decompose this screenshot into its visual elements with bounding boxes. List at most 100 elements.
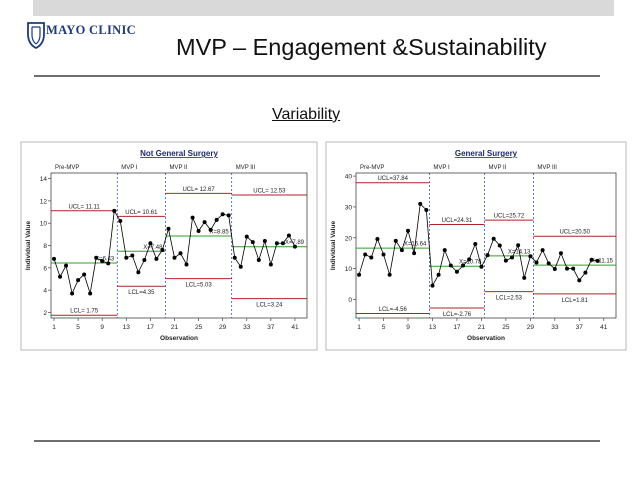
data-point xyxy=(357,272,362,277)
data-point xyxy=(454,269,459,274)
data-point xyxy=(412,251,417,256)
phase-label: Pre-MVP xyxy=(55,165,79,171)
lcl-label: LCL= 1.75 xyxy=(70,309,99,315)
data-point xyxy=(571,266,576,271)
y-tick-label: 6 xyxy=(43,265,47,272)
data-point xyxy=(136,270,141,275)
data-point xyxy=(148,241,153,246)
data-point xyxy=(88,291,93,296)
data-point xyxy=(491,236,496,241)
data-point xyxy=(238,264,243,269)
data-point xyxy=(381,252,386,257)
phase-label: Pre-MVP xyxy=(360,165,384,171)
phase-label: MVP I xyxy=(121,165,138,171)
data-point xyxy=(94,255,99,260)
x-axis-label: Observation xyxy=(160,335,198,342)
data-point xyxy=(250,240,255,245)
ucl-label: UCL=20.50 xyxy=(559,230,590,236)
lcl-label: LCL=4.35 xyxy=(128,290,155,296)
top-banner xyxy=(33,0,614,16)
lcl-label: LCL=3.24 xyxy=(256,303,283,309)
data-point xyxy=(540,248,545,253)
data-point xyxy=(583,270,588,275)
ucl-label: UCL=37.84 xyxy=(377,176,408,182)
y-tick-label: 30 xyxy=(345,204,353,211)
y-tick-label: 8 xyxy=(43,243,47,250)
lcl-label: LCL=1.81 xyxy=(562,298,589,304)
data-point xyxy=(280,241,285,246)
y-tick-label: 14 xyxy=(40,176,48,183)
y-tick-label: 20 xyxy=(345,235,353,242)
data-point xyxy=(424,208,429,213)
y-tick-label: 0 xyxy=(348,297,352,304)
chart-title: Not General Surgery xyxy=(140,149,218,158)
x-tick-label: 1 xyxy=(52,324,56,331)
data-point xyxy=(399,248,404,253)
data-point xyxy=(58,274,63,279)
y-axis-label: Individual Value xyxy=(330,221,337,271)
phase-label: MVP II xyxy=(488,165,506,171)
ucl-label: UCL= 10.61 xyxy=(125,210,158,216)
data-point xyxy=(124,255,129,260)
y-tick-label: 2 xyxy=(43,310,47,317)
data-point xyxy=(118,218,123,223)
data-point xyxy=(558,251,563,256)
x-tick-label: 1 xyxy=(357,324,361,331)
data-point xyxy=(577,278,582,283)
data-point xyxy=(154,256,159,261)
data-point xyxy=(214,217,219,222)
x-tick-label: 13 xyxy=(429,324,437,331)
data-point xyxy=(244,234,249,239)
x-tick-label: 9 xyxy=(406,324,410,331)
data-point xyxy=(262,239,267,244)
x-tick-label: 37 xyxy=(576,324,584,331)
data-point xyxy=(196,229,201,233)
x-tick-label: 33 xyxy=(243,324,251,331)
data-point xyxy=(546,261,551,266)
y-axis-label: Individual Value xyxy=(25,221,32,271)
mean-label: X=10.78 xyxy=(459,260,482,266)
x-tick-label: 9 xyxy=(100,324,104,331)
data-point xyxy=(467,257,472,262)
x-tick-label: 25 xyxy=(195,324,203,331)
mean-label: X=7.48 xyxy=(143,245,163,251)
x-tick-label: 29 xyxy=(219,324,227,331)
data-point xyxy=(473,241,478,246)
data-point xyxy=(516,243,521,248)
data-point xyxy=(286,233,291,238)
mean-label: X=8.85 xyxy=(210,230,230,236)
data-point xyxy=(202,220,207,225)
data-point xyxy=(461,263,466,268)
x-tick-label: 41 xyxy=(291,324,299,331)
ucl-label: UCL= 12.67 xyxy=(182,187,215,193)
phase-label: MVP I xyxy=(433,165,450,171)
x-tick-label: 5 xyxy=(76,324,80,331)
data-point xyxy=(178,251,183,256)
y-tick-label: 12 xyxy=(40,198,48,205)
data-point xyxy=(292,244,297,249)
data-point xyxy=(393,238,398,243)
data-point xyxy=(595,258,600,263)
data-point xyxy=(82,272,87,277)
data-point xyxy=(510,255,514,260)
mean-label: X=7.89 xyxy=(285,240,305,246)
data-point xyxy=(268,262,273,267)
plot-area xyxy=(355,172,617,319)
data-point xyxy=(418,201,423,206)
data-point xyxy=(406,228,410,233)
x-axis-label: Observation xyxy=(467,335,505,342)
phase-label: MVP III xyxy=(236,165,256,171)
data-point xyxy=(172,255,177,260)
data-point xyxy=(256,258,261,262)
data-point xyxy=(184,262,189,267)
phase-label: MVP II xyxy=(169,165,187,171)
lcl-label: LCL=2.53 xyxy=(496,296,523,302)
data-point xyxy=(552,266,557,271)
x-tick-label: 13 xyxy=(123,324,131,331)
series-line xyxy=(358,202,598,287)
data-point xyxy=(64,263,69,268)
data-point xyxy=(565,266,570,271)
data-point xyxy=(52,256,57,261)
data-point xyxy=(106,261,111,266)
data-point xyxy=(100,259,105,264)
